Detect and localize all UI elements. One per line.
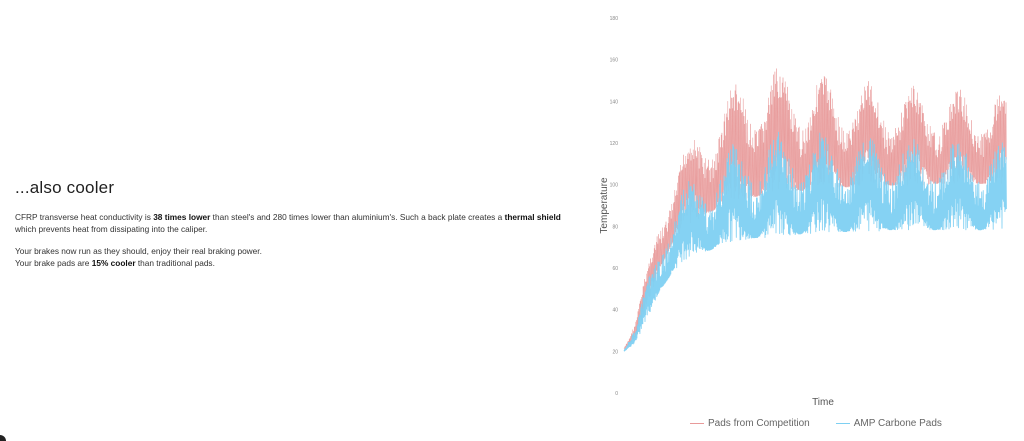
legend-item-competition[interactable]: Pads from Competition (690, 418, 810, 429)
p1-text-1: CFRP transverse heat conductivity is (15, 212, 154, 222)
x-axis-label: Time (812, 397, 834, 408)
y-tick-label: 60 (612, 266, 618, 272)
temperature-chart: 0 20 40 60 80 100 120 140 160 180 Temperature Time … (590, 0, 1024, 441)
y-tick-label: 40 (612, 308, 618, 314)
legend-swatch-competition (690, 423, 704, 424)
p2-bold-1: 15% cooler (91, 257, 136, 268)
legend-swatch-amp (835, 423, 850, 424)
y-axis-label: Temperature (599, 177, 610, 234)
y-tick-label: 100 (610, 183, 619, 189)
p1-bold-2: thermal shield (504, 212, 561, 222)
y-tick-label: 0 (615, 391, 618, 397)
y-tick-label: 160 (610, 58, 619, 64)
y-tick-label: 20 (612, 349, 618, 355)
section-heading: ...also cooler (15, 178, 115, 197)
legend-label-amp: AMP Carbone Pads (853, 418, 942, 429)
y-tick-label: 80 (612, 224, 618, 230)
p1-bold-1: 38 times lower (153, 212, 211, 222)
series-line-competition (623, 68, 1007, 350)
series-line-amp (623, 131, 1007, 352)
legend-label-competition: Pads from Competition (708, 418, 810, 429)
y-tick-label: 180 (610, 16, 619, 22)
p2-line-1: Your brakes now run as they should, enjo… (15, 246, 262, 257)
chart-canvas: 0 20 40 60 80 100 120 140 160 180 Temperature Time (599, 16, 1007, 408)
y-tick-label: 140 (610, 99, 619, 105)
article-text: ...also cooler CFRP transverse heat cond… (15, 178, 595, 280)
legend-item-amp[interactable]: AMP Carbone Pads (835, 418, 942, 429)
paragraph-conductivity: CFRP transverse heat conductivity is 38 … (15, 212, 595, 235)
p1-text-2: than steel's and 280 times lower than al… (210, 212, 505, 222)
paragraph-benefits: Your brakes now run as they should, enjo… (15, 246, 595, 269)
y-tick-label: 120 (610, 141, 619, 147)
p1-text-3: which prevents heat from dissipating int… (15, 223, 208, 234)
p2-text-1: Your brake pads are (15, 257, 92, 268)
p2-text-2: than traditional pads. (135, 257, 215, 268)
chart-legend: Pads from Competition AMP Carbone Pads (690, 418, 942, 429)
corner-badge (0, 435, 6, 441)
